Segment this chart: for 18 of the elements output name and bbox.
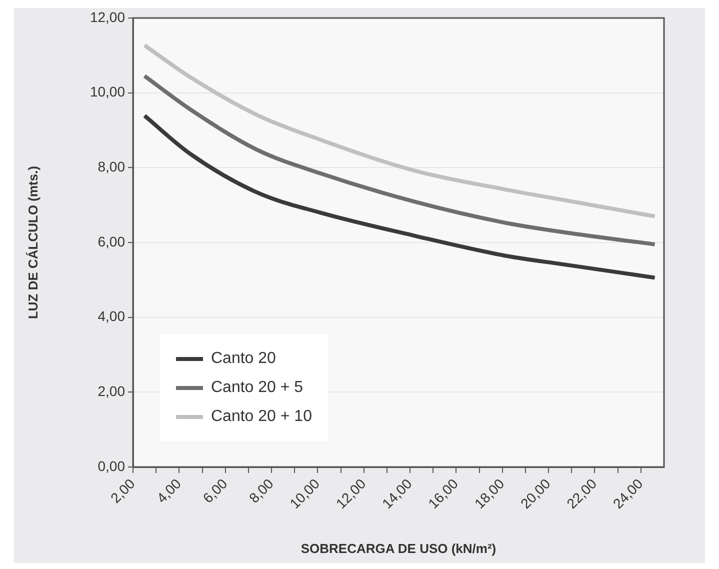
x-tick-label: 8,00: [246, 475, 277, 506]
legend-label: Canto 20: [211, 350, 276, 368]
y-tick-label: 10,00: [90, 84, 126, 100]
x-tick-label: 4,00: [153, 475, 184, 506]
y-tick-label: 2,00: [98, 383, 126, 400]
y-axis-title: LUZ DE CÁLCULO (mts.): [25, 166, 40, 320]
line-series: [142, 114, 657, 280]
x-tick-label: 6,00: [200, 475, 230, 506]
y-tick-label: 8,00: [98, 158, 126, 175]
y-tick-label: 0,00: [98, 458, 126, 474]
y-tick-label: 6,00: [98, 233, 126, 250]
x-axis-title: SOBRECARGA DE USO (kN/m²): [300, 540, 496, 556]
line-series: [142, 43, 657, 218]
line-series: [142, 74, 657, 246]
y-tick-label: 4,00: [98, 308, 126, 324]
legend-label: Canto 20 + 5: [211, 378, 304, 396]
legend-label: Canto 20 + 10: [211, 408, 312, 426]
y-tick-label: 12,00: [90, 8, 126, 25]
